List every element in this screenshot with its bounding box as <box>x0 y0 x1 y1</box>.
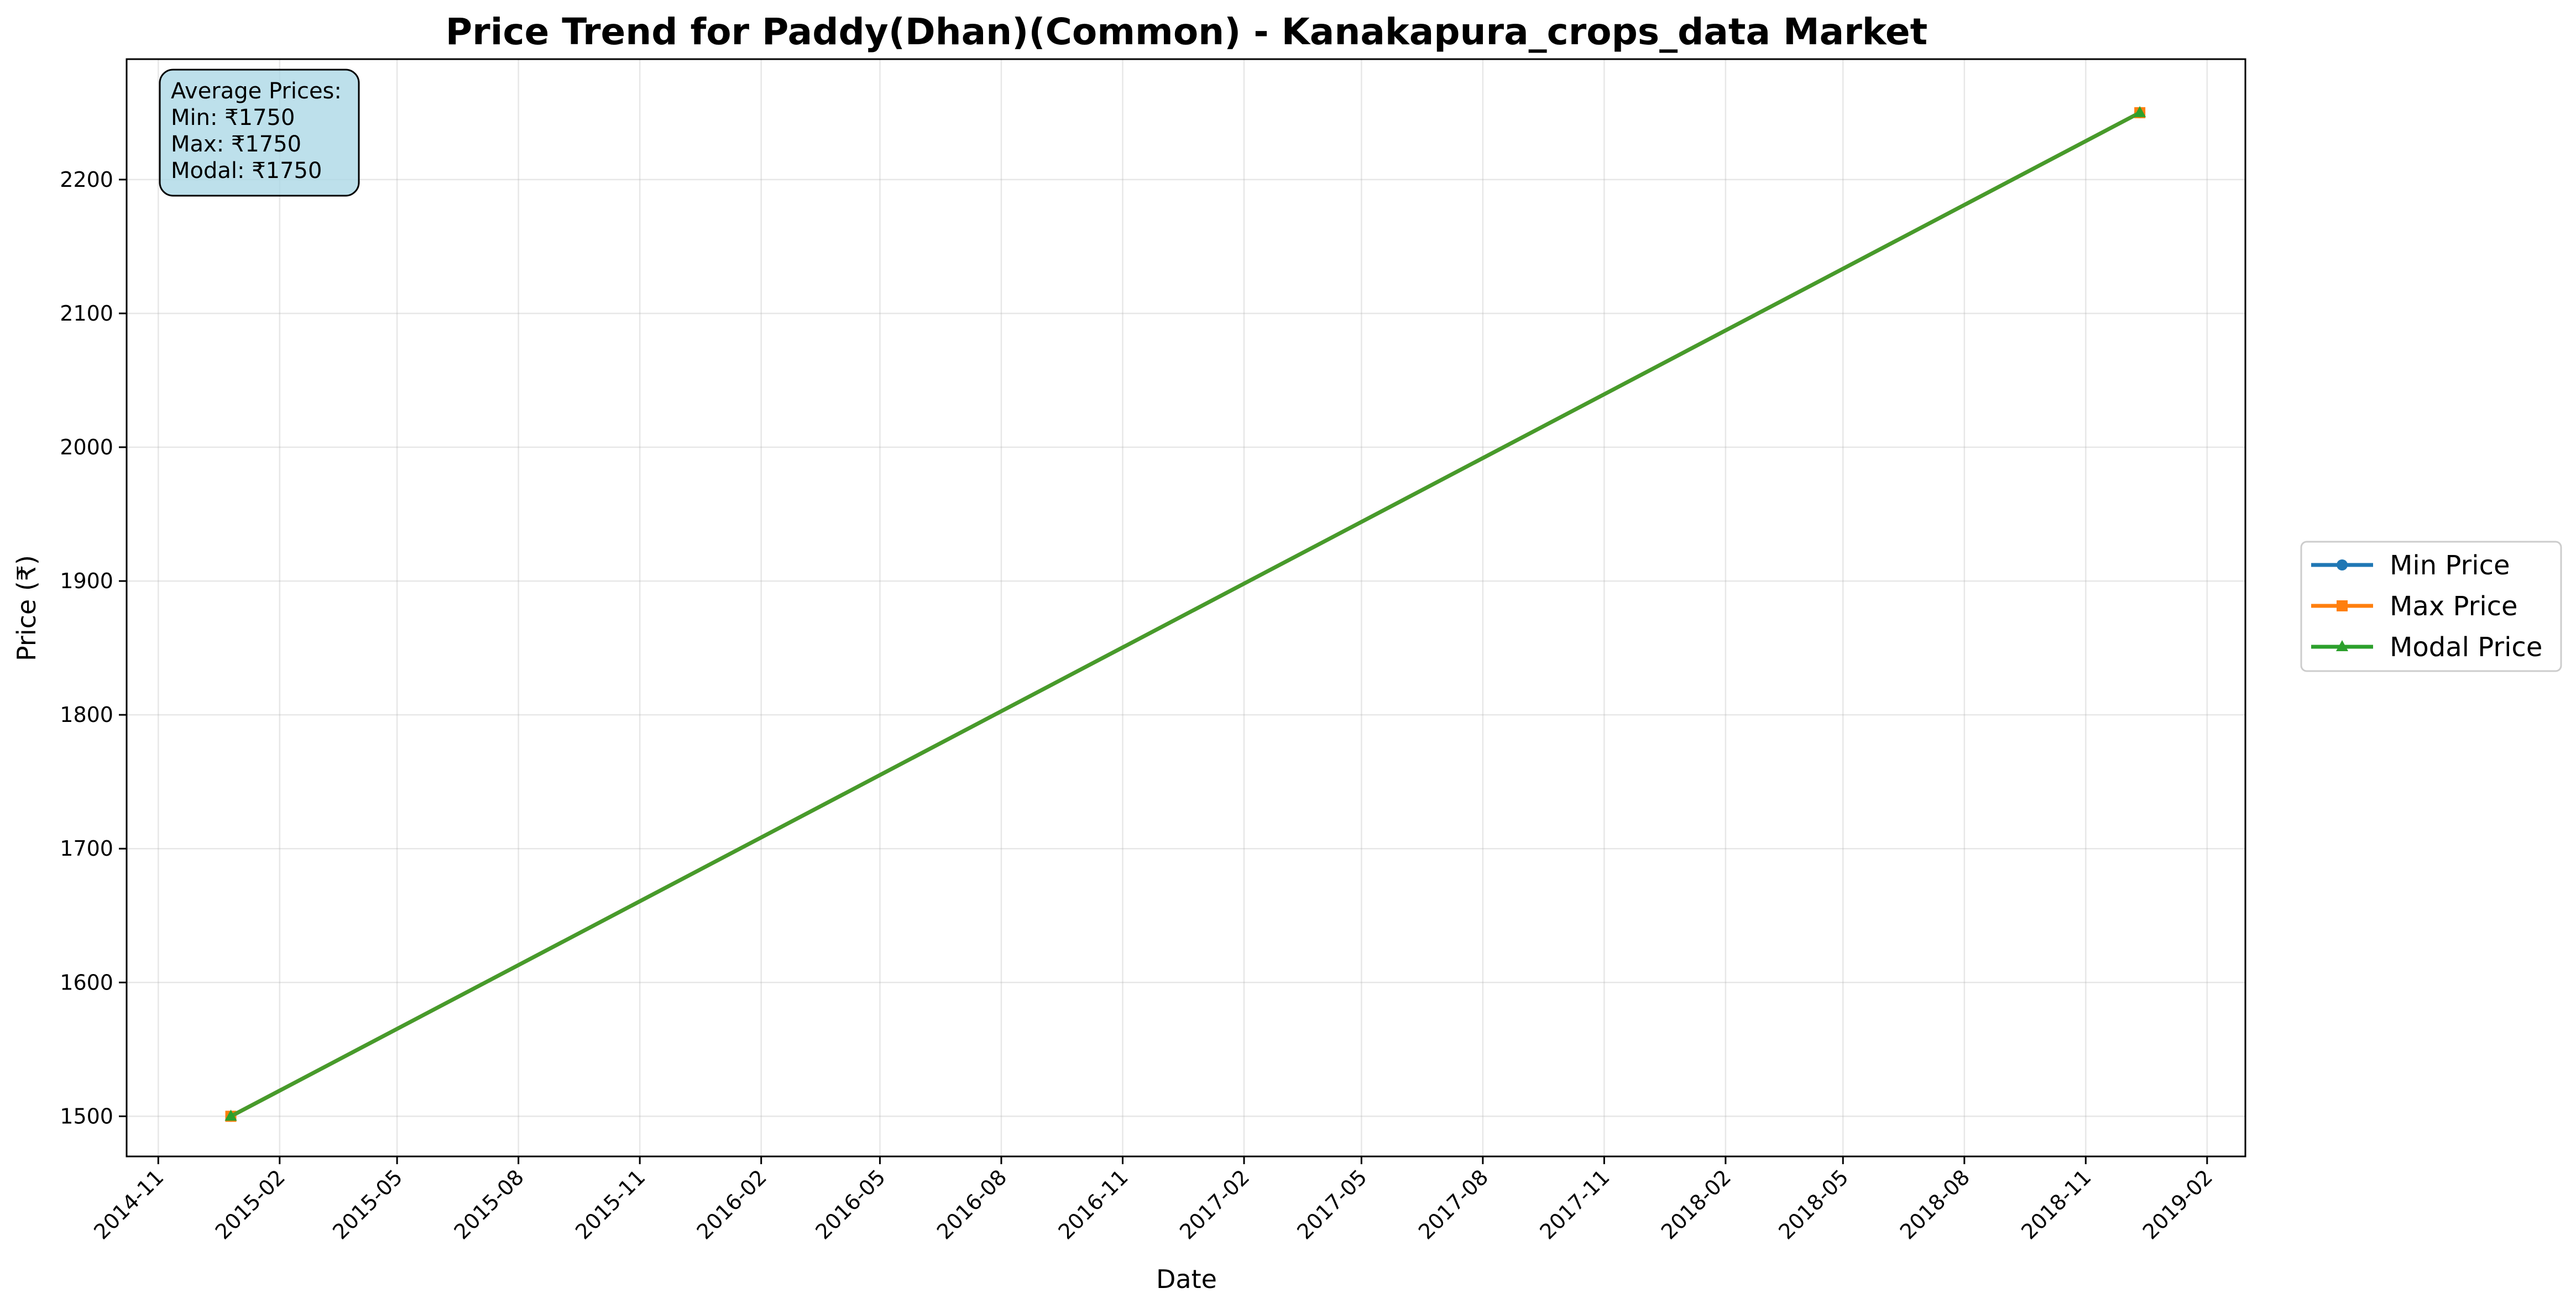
y-tick-label: 2200 <box>60 167 113 192</box>
y-tick-label: 2000 <box>60 435 113 459</box>
y-tick-label: 1900 <box>60 569 113 593</box>
annotation-line: Min: ₹1750 <box>171 105 295 130</box>
data-point-marker <box>2337 559 2348 570</box>
legend-label: Modal Price <box>2390 632 2542 663</box>
legend-label: Max Price <box>2390 591 2518 622</box>
legend-label: Min Price <box>2390 550 2510 581</box>
annotation-box <box>159 69 360 197</box>
grid <box>127 59 2245 1156</box>
data-point-marker <box>2337 600 2348 611</box>
chart-title: Price Trend for Paddy(Dhan)(Common) - Ka… <box>446 11 1927 53</box>
data-point-marker <box>2134 106 2146 117</box>
data-point-marker <box>2336 640 2348 651</box>
y-tick-label: 2100 <box>60 301 113 326</box>
x-axis-label: Date <box>1156 1264 1217 1294</box>
annotation-line: Modal: ₹1750 <box>171 158 322 184</box>
plot-area-frame <box>126 58 2246 1158</box>
data-point-marker <box>224 1109 237 1121</box>
y-tick-label: 1500 <box>60 1104 113 1128</box>
y-tick-label: 1800 <box>60 703 113 727</box>
series-lines <box>224 106 2146 1122</box>
series-line <box>229 111 2141 1118</box>
series-modal-price <box>224 106 2146 1121</box>
annotation-line: Average Prices: <box>171 78 342 104</box>
legend: Min Price Max Price Modal Price <box>2300 541 2562 672</box>
annotation-line: Max: ₹1750 <box>171 132 301 157</box>
y-axis-label: Price (₹) <box>12 555 41 661</box>
y-tick-label: 1600 <box>60 970 113 994</box>
y-tick-label: 1700 <box>60 836 113 861</box>
legend-box <box>2300 541 2562 672</box>
